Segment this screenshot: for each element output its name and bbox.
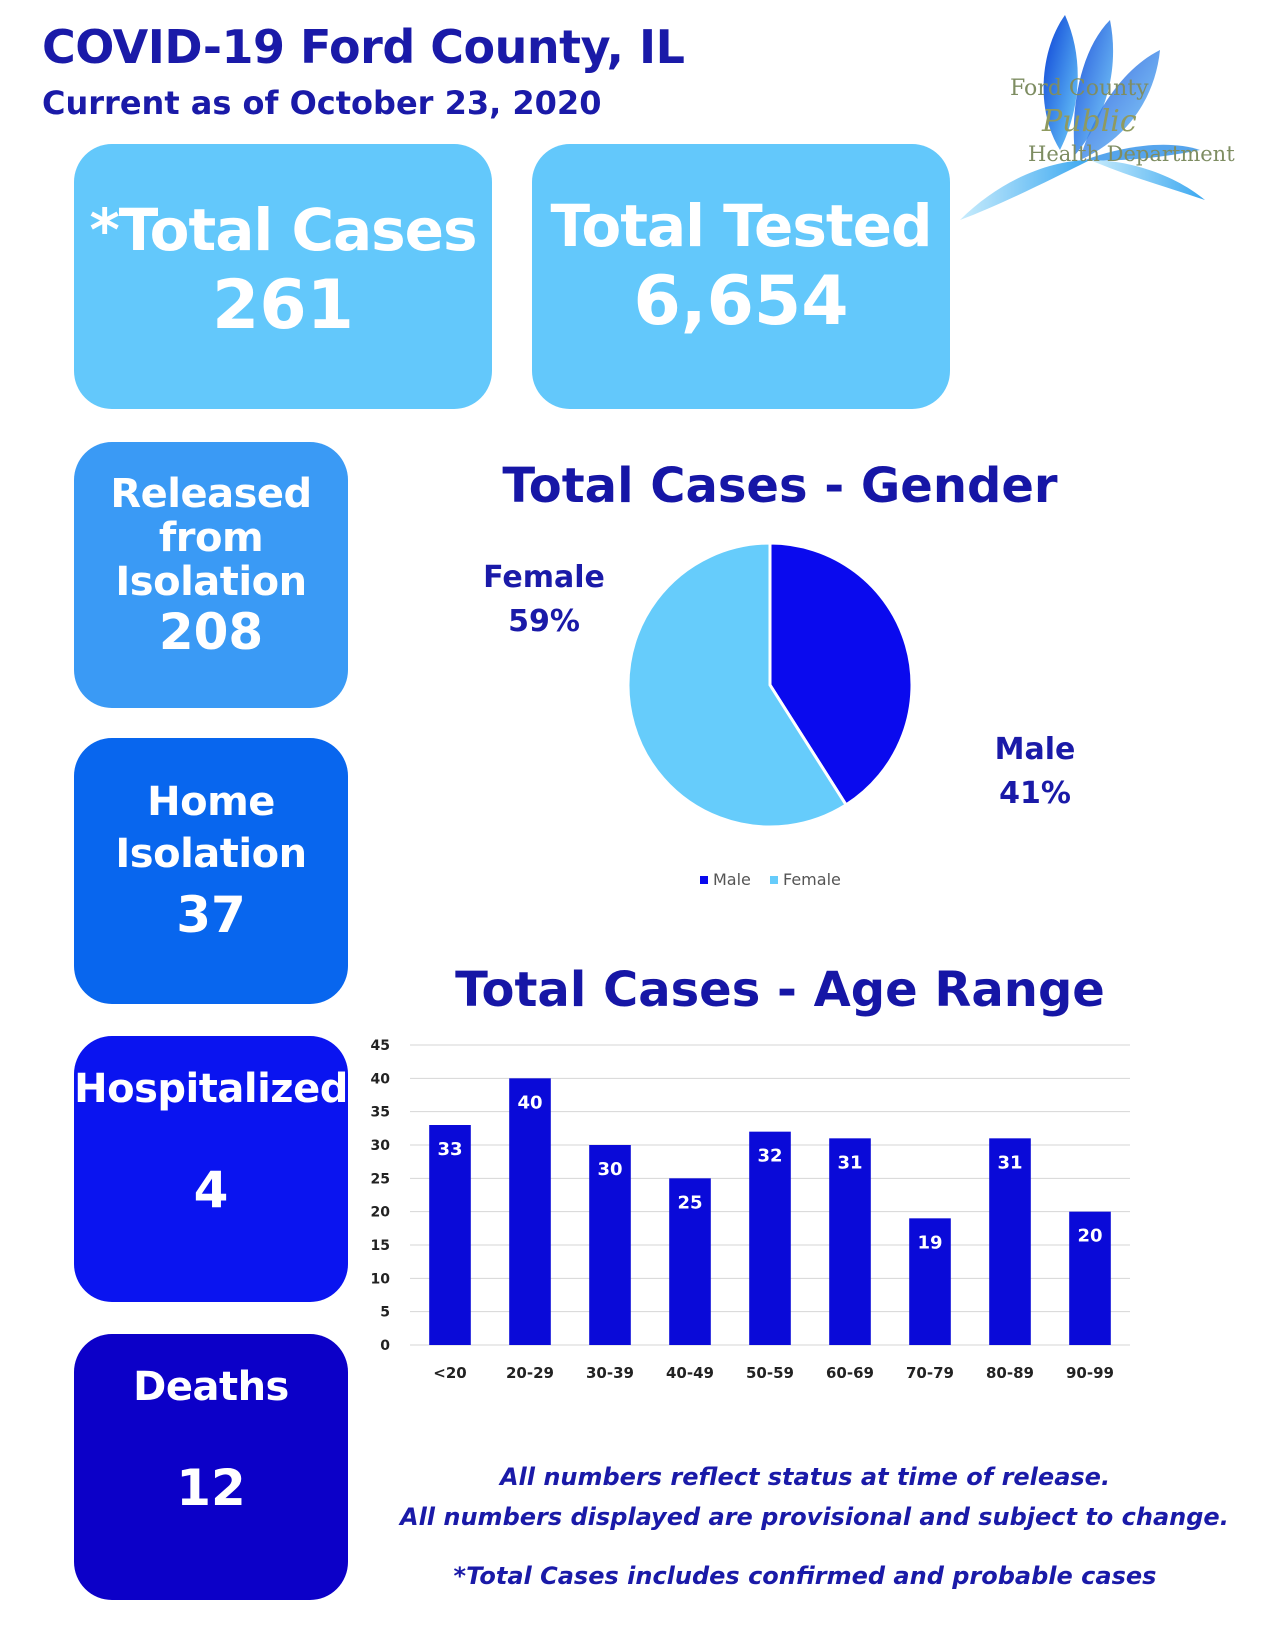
bar-value-label: 30 bbox=[597, 1159, 622, 1180]
y-tick-label: 15 bbox=[371, 1238, 390, 1254]
x-tick-label: <20 bbox=[433, 1364, 466, 1382]
y-tick-label: 5 bbox=[380, 1305, 390, 1321]
released-label-line3: Isolation bbox=[115, 559, 307, 605]
bar-value-label: 31 bbox=[837, 1152, 862, 1173]
x-tick-label: 30-39 bbox=[586, 1364, 634, 1382]
released-label-line2: from bbox=[158, 515, 264, 561]
total-cases-value: 261 bbox=[212, 266, 354, 345]
total-tested-card: Total Tested 6,654 bbox=[532, 144, 950, 409]
bar-50-59 bbox=[749, 1131, 791, 1345]
hospitalized-label: Hospitalized bbox=[74, 1066, 348, 1112]
gender-chart-title: Total Cases - Gender bbox=[502, 458, 1058, 514]
legend-item-male: Male bbox=[700, 870, 751, 889]
gender-legend: Male Female bbox=[700, 870, 855, 889]
legend-swatch-female bbox=[770, 876, 778, 884]
x-tick-label: 90-99 bbox=[1066, 1364, 1114, 1382]
bar-value-label: 33 bbox=[437, 1139, 462, 1160]
deaths-value: 12 bbox=[176, 1459, 246, 1517]
x-tick-label: 50-59 bbox=[746, 1364, 794, 1382]
released-value: 208 bbox=[158, 603, 264, 661]
y-tick-label: 20 bbox=[371, 1205, 391, 1221]
bar-70-79 bbox=[909, 1218, 951, 1345]
released-label-line1: Released bbox=[110, 471, 312, 517]
bar-<20 bbox=[429, 1125, 471, 1345]
deaths-card: Deaths 12 bbox=[74, 1334, 348, 1600]
female-label-value: 59% bbox=[508, 604, 580, 639]
page-subtitle: Current as of October 23, 2020 bbox=[42, 84, 602, 122]
footnote-release-status: All numbers reflect status at time of re… bbox=[499, 1463, 1111, 1491]
bar-value-label: 19 bbox=[917, 1232, 942, 1253]
female-slice-label: Female 59% bbox=[464, 556, 624, 644]
y-tick-label: 25 bbox=[371, 1171, 390, 1187]
x-tick-label: 70-79 bbox=[906, 1364, 954, 1382]
y-tick-label: 0 bbox=[380, 1338, 390, 1354]
footnote-total-cases: *Total Cases includes confirmed and prob… bbox=[453, 1562, 1157, 1590]
bar-20-29 bbox=[509, 1078, 551, 1345]
total-tested-label: Total Tested bbox=[550, 192, 933, 260]
bar-30-39 bbox=[589, 1145, 631, 1345]
home-isolation-label-line2: Isolation bbox=[115, 831, 307, 877]
x-tick-label: 60-69 bbox=[826, 1364, 874, 1382]
bar-value-label: 31 bbox=[997, 1152, 1022, 1173]
home-isolation-value: 37 bbox=[176, 886, 246, 944]
x-tick-label: 20-29 bbox=[506, 1364, 554, 1382]
home-isolation-label-line1: Home bbox=[147, 779, 275, 825]
home-isolation-card: Home Isolation 37 bbox=[74, 738, 348, 1004]
bar-value-label: 25 bbox=[677, 1192, 702, 1213]
bar-90-99 bbox=[1069, 1211, 1111, 1345]
age-chart-title: Total Cases - Age Range bbox=[455, 962, 1105, 1018]
female-label-name: Female bbox=[483, 560, 605, 595]
bar-value-label: 32 bbox=[757, 1146, 782, 1167]
health-department-logo-icon bbox=[960, 15, 1205, 220]
male-label-value: 41% bbox=[999, 776, 1071, 811]
bar-value-label: 40 bbox=[517, 1092, 542, 1113]
gender-pie-chart bbox=[626, 541, 914, 829]
legend-text-male: Male bbox=[713, 870, 751, 889]
bar-40-49 bbox=[669, 1178, 711, 1345]
logo-text-line3: Health Department bbox=[1028, 142, 1235, 166]
y-tick-label: 35 bbox=[371, 1105, 390, 1121]
hospitalized-value: 4 bbox=[193, 1161, 229, 1219]
page-title: COVID-19 Ford County, IL bbox=[42, 20, 685, 74]
total-cases-card: *Total Cases 261 bbox=[74, 144, 492, 409]
bar-value-label: 20 bbox=[1077, 1226, 1102, 1247]
bar-60-69 bbox=[829, 1138, 871, 1345]
age-bar-chart: 0 5 10 15 20 25 30 35 40 45 33 <20 40 20-29 30 30-39 25 4… bbox=[371, 1038, 1130, 1382]
total-tested-value: 6,654 bbox=[633, 262, 849, 341]
footnote-provisional: All numbers displayed are provisional an… bbox=[400, 1503, 1229, 1531]
bar-80-89 bbox=[989, 1138, 1031, 1345]
male-slice-label: Male 41% bbox=[955, 728, 1115, 816]
hospitalized-card: Hospitalized 4 bbox=[74, 1036, 348, 1302]
released-card: Released from Isolation 208 bbox=[74, 442, 348, 708]
y-tick-label: 45 bbox=[371, 1038, 390, 1054]
logo-text-line2: Public bbox=[1042, 104, 1137, 139]
deaths-label: Deaths bbox=[133, 1364, 289, 1410]
total-cases-label: *Total Cases bbox=[89, 196, 477, 264]
legend-swatch-male bbox=[700, 876, 708, 884]
y-tick-label: 10 bbox=[371, 1271, 391, 1287]
pie-slice-female bbox=[626, 541, 849, 829]
male-label-name: Male bbox=[994, 732, 1076, 767]
x-tick-label: 80-89 bbox=[986, 1364, 1034, 1382]
y-tick-label: 30 bbox=[371, 1138, 391, 1154]
legend-text-female: Female bbox=[783, 870, 841, 889]
y-tick-label: 40 bbox=[371, 1071, 391, 1087]
x-tick-label: 40-49 bbox=[666, 1364, 714, 1382]
logo-text-line1: Ford County bbox=[1010, 76, 1149, 101]
legend-item-female: Female bbox=[770, 870, 841, 889]
